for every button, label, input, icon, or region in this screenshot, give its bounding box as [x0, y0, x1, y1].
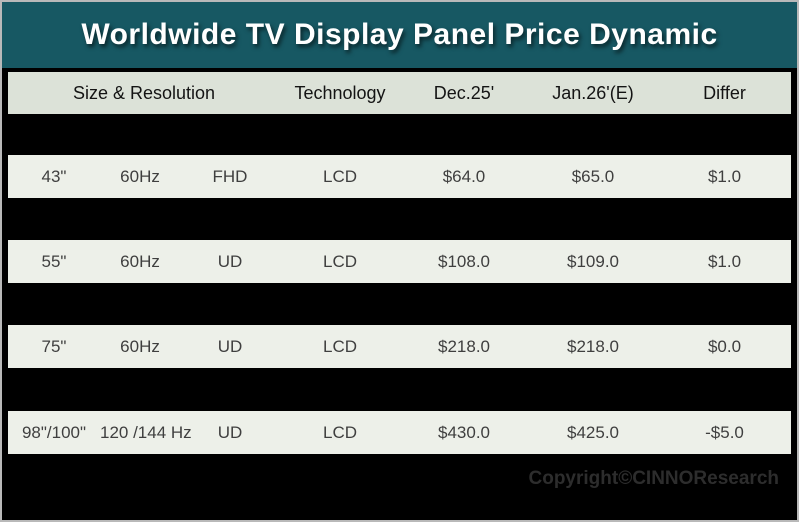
cell-dec25: $218.0 [438, 336, 490, 356]
cell-refresh: 60Hz [120, 251, 160, 271]
cell-refresh: 60Hz [120, 336, 160, 356]
cell-refresh: 120 /144 Hz [100, 422, 192, 442]
cell-technology: LCD [322, 422, 357, 442]
cell-technology: LCD [322, 336, 357, 356]
cell-dec25: $108.0 [438, 251, 490, 271]
cell-resolution: UD [217, 251, 243, 271]
title-banner: Worldwide TV Display Panel Price Dynamic [2, 2, 797, 68]
column-header-dec25: Dec.25' [433, 82, 495, 103]
cell-size: 43" [41, 166, 67, 186]
cell-differ: -$5.0 [705, 422, 744, 442]
cell-jan26: $109.0 [567, 251, 619, 271]
table-row: 98"/100" 120 /144 Hz UD LCD $430.0 $425.… [8, 411, 791, 454]
cell-size: 75" [41, 336, 67, 356]
copyright-watermark: Copyright©CINNOResearch [528, 468, 780, 489]
cell-resolution: FHD [212, 166, 248, 186]
column-header-technology: Technology [294, 82, 386, 103]
cell-dec25: $64.0 [442, 166, 486, 186]
cell-jan26: $425.0 [567, 422, 619, 442]
cell-jan26: $218.0 [567, 336, 619, 356]
cell-jan26: $65.0 [571, 166, 615, 186]
table-row: 55" 60Hz UD LCD $108.0 $109.0 $1.0 [8, 240, 791, 283]
cell-technology: LCD [322, 166, 357, 186]
table-row: 75" 60Hz UD LCD $218.0 $218.0 $0.0 [8, 325, 791, 368]
cell-resolution: UD [217, 422, 243, 442]
cell-differ: $1.0 [707, 251, 742, 271]
cell-refresh: 60Hz [120, 166, 160, 186]
column-header-differ: Differ [703, 82, 746, 103]
column-header-size-resolution: Size & Resolution [72, 82, 216, 103]
cell-differ: $0.0 [707, 336, 742, 356]
page-title: Worldwide TV Display Panel Price Dynamic [81, 18, 718, 51]
cell-dec25: $430.0 [438, 422, 490, 442]
cell-size: 98"/100" [21, 422, 87, 442]
cell-technology: LCD [322, 251, 357, 271]
cell-resolution: UD [217, 336, 243, 356]
column-header-jan26: Jan.26'(E) [552, 82, 634, 103]
header-row: Size & Resolution Technology Dec.25' Jan… [8, 72, 791, 114]
cell-size: 55" [41, 251, 67, 271]
cell-differ: $1.0 [707, 166, 742, 186]
table-row: 43" 60Hz FHD LCD $64.0 $65.0 $1.0 [8, 155, 791, 198]
